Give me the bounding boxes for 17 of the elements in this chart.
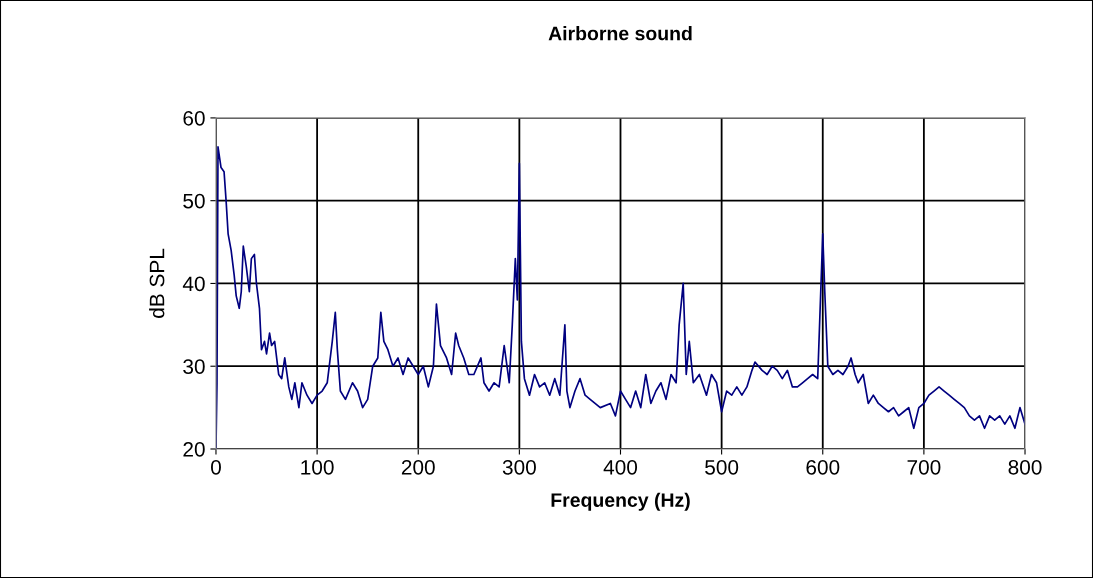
y-axis-title: dB SPL xyxy=(149,248,165,318)
x-tick-label: 300 xyxy=(502,459,536,475)
x-tick-label: 200 xyxy=(401,459,435,475)
x-tick-label: 400 xyxy=(603,459,638,475)
y-tick-label: 20 xyxy=(183,441,205,457)
x-tick-label: 700 xyxy=(907,459,941,475)
x-tick-label: 0 xyxy=(211,459,221,475)
y-tick-label: 60 xyxy=(183,110,205,126)
x-tick-label: 500 xyxy=(705,459,739,475)
chart-title: Airborne sound xyxy=(548,26,692,41)
x-tick-label: 800 xyxy=(1008,459,1042,475)
y-tick-label: 50 xyxy=(183,193,205,209)
x-axis-title: Frequency (Hz) xyxy=(551,492,690,511)
y-tick-label: 40 xyxy=(182,276,205,292)
y-tick-label: 30 xyxy=(183,359,205,374)
x-tick-label: 600 xyxy=(806,459,840,475)
x-tick-label: 100 xyxy=(301,459,334,475)
